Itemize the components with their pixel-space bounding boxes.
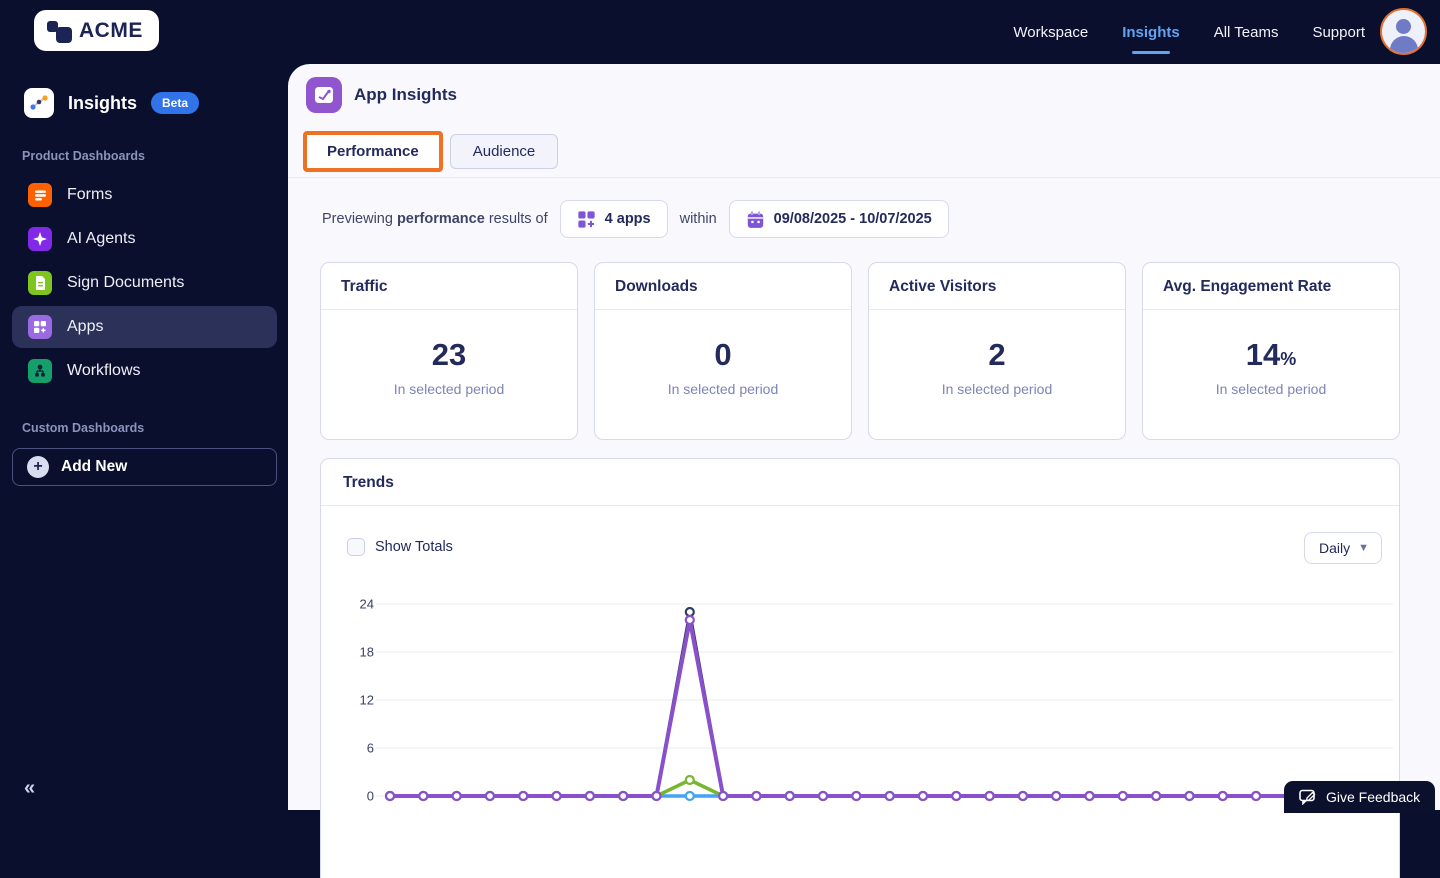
app-insights-icon (306, 77, 342, 113)
section-custom-dashboards: Custom Dashboards (22, 421, 145, 435)
sidebar-item-sign-documents[interactable]: Sign Documents (12, 262, 277, 304)
trends-title: Trends (321, 459, 1399, 506)
stat-value: 0 (714, 337, 732, 372)
stat-card-downloads: Downloads 0 In selected period (594, 262, 852, 440)
trends-chart: 0 6 12 18 24 (360, 597, 1393, 804)
beta-badge: Beta (151, 92, 200, 114)
sidebar: Insights Beta Product Dashboards Forms A… (0, 64, 288, 810)
topbar: ACME Workspace Insights All Teams Suppor… (0, 0, 1440, 64)
sidebar-item-ai-agents[interactable]: AI Agents (12, 218, 277, 260)
add-new-button[interactable]: + Add New (12, 448, 277, 486)
filter-sentence: Previewing performance results of (322, 211, 548, 227)
show-totals-toggle[interactable]: Show Totals (347, 538, 453, 556)
stat-card-traffic: Traffic 23 In selected period (320, 262, 578, 440)
forms-icon (28, 183, 52, 207)
main-panel: App Insights Performance Audience Previe… (288, 64, 1440, 878)
filter-row: Previewing performance results of 4 apps… (322, 200, 949, 238)
header-divider (288, 177, 1440, 178)
svg-text:6: 6 (367, 741, 374, 756)
svg-text:18: 18 (360, 645, 374, 660)
apps-grid-icon (578, 210, 595, 228)
page-title: App Insights (354, 85, 457, 104)
section-product-dashboards: Product Dashboards (22, 149, 145, 163)
logo-text: ACME (79, 18, 143, 42)
svg-text:12: 12 (360, 693, 374, 708)
workflows-icon (28, 359, 52, 383)
sidebar-item-forms[interactable]: Forms (12, 174, 277, 216)
page-header: App Insights (306, 77, 457, 113)
acme-logo-icon (46, 18, 72, 44)
svg-text:0: 0 (367, 789, 374, 804)
acme-logo[interactable]: ACME (34, 10, 159, 51)
ai-agents-icon (28, 227, 52, 251)
top-nav: Workspace Insights All Teams Support (1013, 0, 1365, 64)
trends-card: Trends Show Totals Daily ▼ 0 6 12 18 24 (320, 458, 1400, 878)
nav-all-teams[interactable]: All Teams (1213, 23, 1279, 41)
apps-picker-button[interactable]: 4 apps (559, 200, 668, 238)
stat-title: Downloads (595, 263, 851, 310)
sidebar-app-label: Insights (68, 92, 138, 113)
stat-value: 2 (988, 337, 1006, 372)
nav-support[interactable]: Support (1312, 23, 1365, 41)
stat-value: 23 (431, 337, 467, 372)
insights-app-icon (24, 88, 54, 118)
apps-icon (28, 315, 52, 339)
svg-text:24: 24 (360, 597, 374, 612)
stat-card-engagement-rate: Avg. Engagement Rate 14% In selected per… (1142, 262, 1400, 440)
plus-icon: + (27, 456, 49, 478)
stat-title: Traffic (321, 263, 577, 310)
stat-card-active-visitors: Active Visitors 2 In selected period (868, 262, 1126, 440)
feedback-icon (1299, 789, 1316, 805)
stat-caption: In selected period (1215, 381, 1327, 397)
show-totals-checkbox[interactable] (347, 538, 365, 556)
date-range-button[interactable]: 09/08/2025 - 10/07/2025 (728, 200, 949, 238)
stat-title: Avg. Engagement Rate (1143, 263, 1399, 310)
sign-documents-icon (28, 271, 52, 295)
tabs: Performance Audience (303, 131, 559, 172)
stat-title: Active Visitors (869, 263, 1125, 310)
sidebar-insights-header[interactable]: Insights Beta (24, 88, 200, 118)
stat-caption: In selected period (393, 381, 505, 397)
avatar-person-icon (1396, 19, 1411, 34)
stat-caption: In selected period (667, 381, 779, 397)
collapse-sidebar-button[interactable]: « (24, 777, 36, 799)
user-avatar[interactable] (1380, 8, 1427, 55)
nav-insights[interactable]: Insights (1122, 23, 1180, 41)
interval-dropdown[interactable]: Daily ▼ (1303, 532, 1382, 564)
nav-workspace[interactable]: Workspace (1013, 23, 1089, 41)
sidebar-item-apps[interactable]: Apps (12, 306, 277, 348)
calendar-icon (747, 210, 763, 228)
tab-audience[interactable]: Audience (449, 134, 559, 169)
give-feedback-button[interactable]: Give Feedback (1284, 781, 1436, 813)
tab-performance[interactable]: Performance (303, 131, 443, 172)
stat-value: 14% (1245, 337, 1297, 372)
stat-caption: In selected period (941, 381, 1053, 397)
chevron-down-icon: ▼ (1358, 542, 1369, 554)
within-label: within (679, 211, 717, 227)
sidebar-item-workflows[interactable]: Workflows (12, 350, 277, 392)
